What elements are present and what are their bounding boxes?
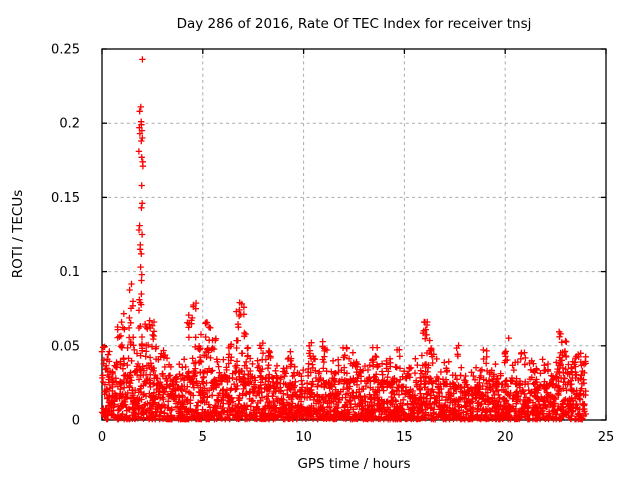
y-tick-label: 0.1 bbox=[59, 265, 80, 280]
x-tick-label: 5 bbox=[199, 430, 207, 445]
x-tick-label: 15 bbox=[396, 430, 413, 445]
y-tick-labels: 0 0.05 0.1 0.15 0.2 0.25 bbox=[51, 43, 80, 429]
y-tick-label: 0.25 bbox=[51, 43, 80, 58]
x-tick-label: 20 bbox=[497, 430, 514, 445]
x-tick-labels: 0 5 10 15 20 25 bbox=[98, 430, 614, 445]
y-tick-label: 0 bbox=[72, 414, 80, 429]
y-tick-label: 0.05 bbox=[51, 339, 80, 354]
data-points bbox=[98, 56, 589, 423]
y-tick-label: 0.15 bbox=[51, 191, 80, 206]
x-tick-label: 25 bbox=[598, 430, 615, 445]
y-tick-label: 0.2 bbox=[59, 117, 80, 132]
x-axis-label: GPS time / hours bbox=[297, 456, 410, 472]
chart-title: Day 286 of 2016, Rate Of TEC Index for r… bbox=[177, 16, 532, 32]
x-tick-label: 0 bbox=[98, 430, 106, 445]
axis-ticks bbox=[101, 48, 607, 421]
x-tick-label: 10 bbox=[295, 430, 312, 445]
y-axis-label: ROTI / TECUs bbox=[10, 190, 26, 278]
